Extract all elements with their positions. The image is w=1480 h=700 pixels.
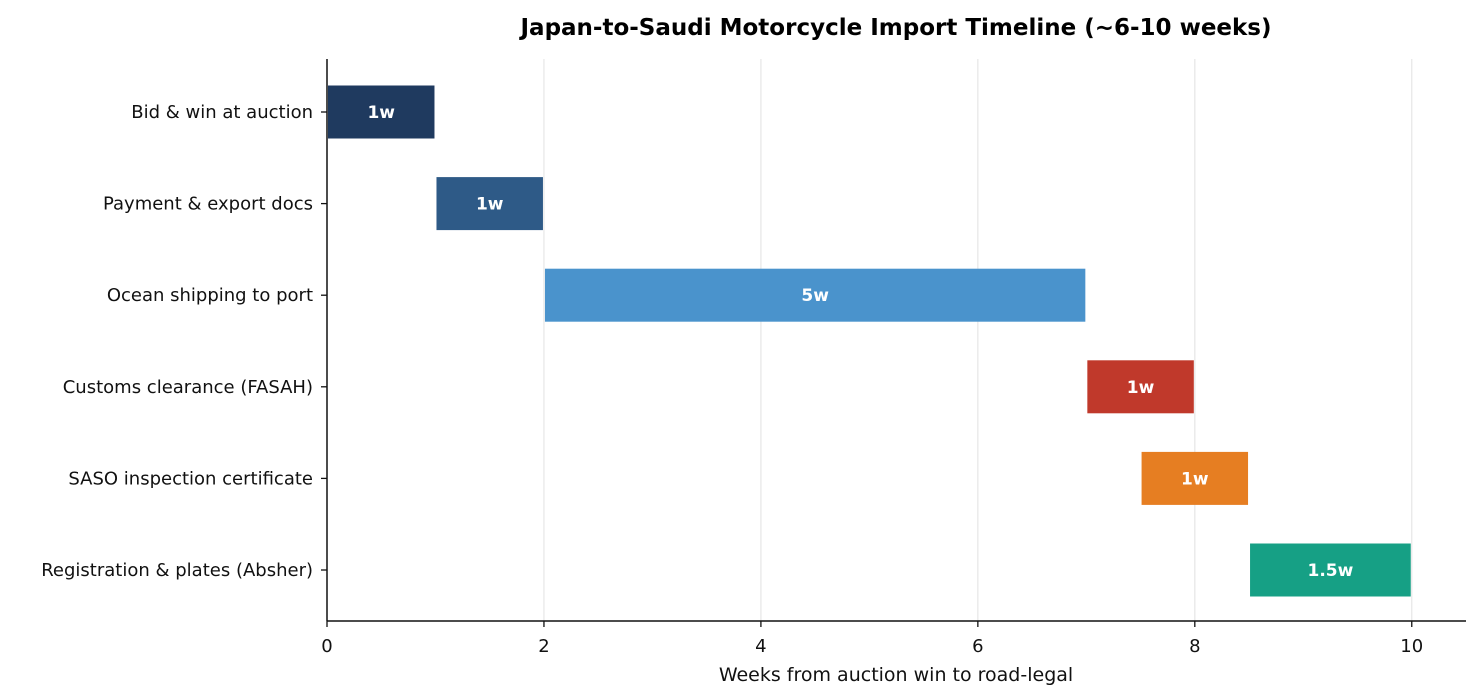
chart-title: Japan-to-Saudi Motorcycle Import Timelin… bbox=[518, 15, 1271, 41]
grid-lines bbox=[543, 59, 1413, 621]
bar-2 bbox=[436, 177, 543, 231]
x-tick-label: 10 bbox=[1400, 636, 1423, 657]
category-label: Bid & win at auction bbox=[131, 102, 313, 123]
x-tick-label: 6 bbox=[972, 636, 983, 657]
bar-value-label: 1.5w bbox=[1307, 561, 1353, 581]
bar-value-label: 1w bbox=[476, 195, 504, 215]
x-tick-label: 0 bbox=[321, 636, 332, 657]
axes: Bid & win at auction Payment & export doc… bbox=[41, 59, 1466, 657]
bar-4 bbox=[1087, 360, 1194, 414]
category-label: Payment & export docs bbox=[103, 194, 313, 215]
category-label: SASO inspection certificate bbox=[68, 468, 313, 489]
bar-1 bbox=[328, 85, 435, 139]
bar-value-label: 1w bbox=[367, 103, 395, 123]
bar-value-label: 1w bbox=[1181, 469, 1209, 489]
category-label: Registration & plates (Absher) bbox=[41, 560, 313, 581]
x-tick-label: 8 bbox=[1189, 636, 1200, 657]
bar-5 bbox=[1141, 451, 1249, 505]
bar-value-label: 1w bbox=[1127, 378, 1155, 398]
x-tick-label: 4 bbox=[755, 636, 766, 657]
bar-6 bbox=[1250, 543, 1411, 597]
bar-3 bbox=[544, 268, 1086, 322]
bars: 1w 1w 5w 1w 1w 1.5w bbox=[328, 85, 1411, 597]
category-label: Customs clearance (FASAH) bbox=[63, 377, 313, 398]
bar-value-label: 5w bbox=[801, 286, 829, 306]
category-label: Ocean shipping to port bbox=[107, 285, 313, 306]
x-axis-label: Weeks from auction win to road-legal bbox=[719, 664, 1073, 686]
x-tick-label: 2 bbox=[538, 636, 549, 657]
